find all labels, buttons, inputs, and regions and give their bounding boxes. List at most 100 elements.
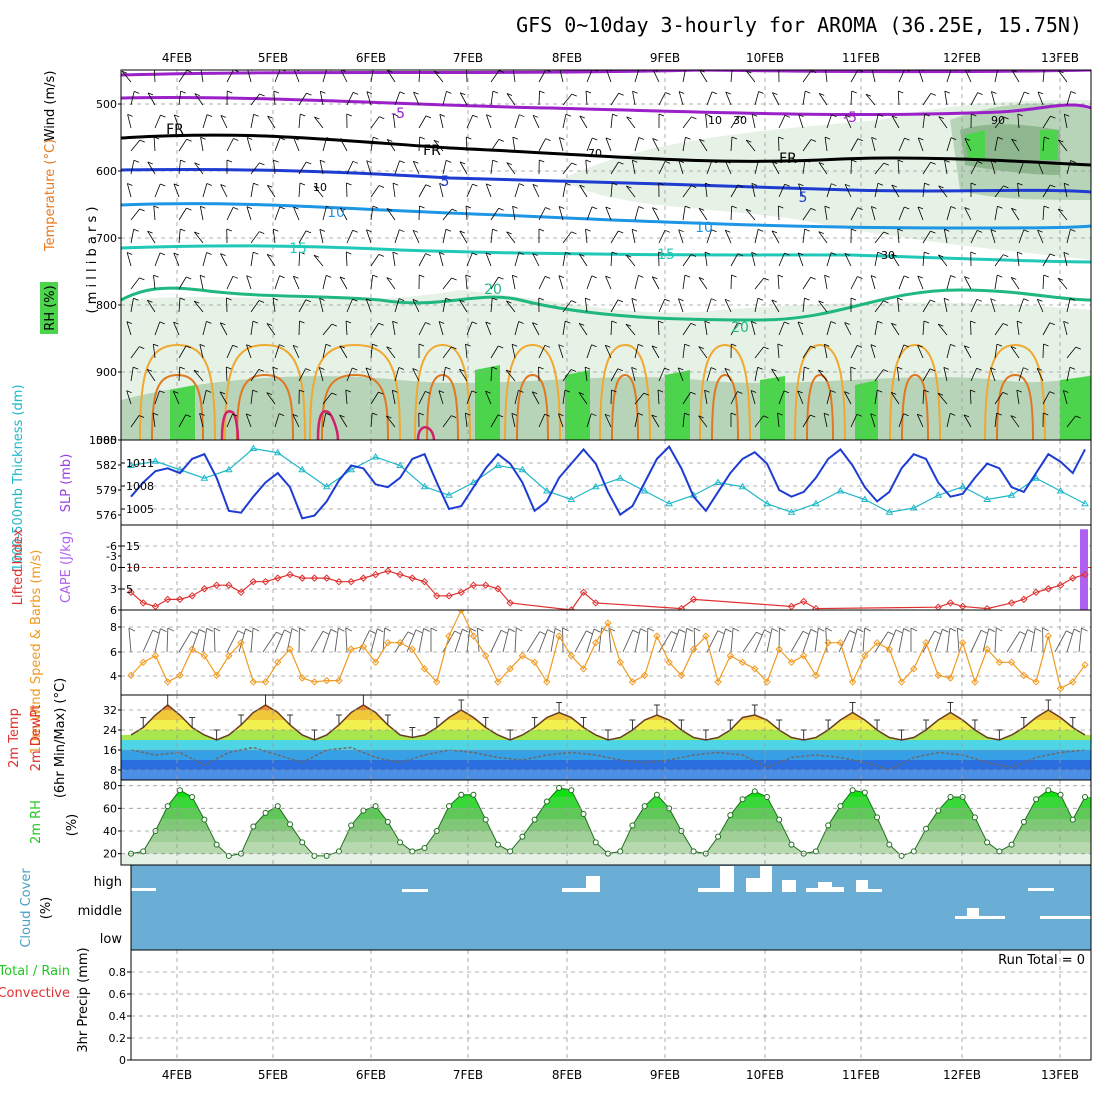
wind-barb-flag xyxy=(539,90,545,94)
wind-barb-flag xyxy=(704,251,711,255)
wind-barb xyxy=(826,114,832,129)
wind-barb xyxy=(178,276,187,290)
wind-barb-flag xyxy=(319,228,325,232)
wind-barb-flag xyxy=(373,136,379,140)
wind-barb xyxy=(490,91,494,106)
wind-barb-flag xyxy=(1075,346,1081,350)
precip-axis-label: 3hr Precip (mm) xyxy=(76,947,91,1052)
wind-barb xyxy=(346,161,354,175)
date-label: 4FEB xyxy=(162,1068,192,1082)
wind-barb-flag xyxy=(997,274,1003,278)
wind-barb xyxy=(202,114,208,129)
date-label: 6FEB xyxy=(356,1068,386,1082)
thickness-marker xyxy=(836,487,845,494)
wind-barb-flag xyxy=(944,90,950,94)
surface-barb-flag xyxy=(477,627,484,632)
rh-label: 30 xyxy=(881,249,895,262)
wind-barb xyxy=(298,92,307,106)
rh-marker xyxy=(446,803,452,810)
wind-barb-flag xyxy=(612,113,618,117)
wind-barb xyxy=(418,184,427,198)
precip-total-label: Total / Rain xyxy=(0,964,70,979)
wind-barb-flag xyxy=(199,413,205,416)
wind-barb xyxy=(578,323,588,336)
surface-barb xyxy=(982,628,990,653)
wind-barb-flag xyxy=(398,367,405,370)
wind-barb-flag xyxy=(938,254,944,258)
wind-barb xyxy=(298,368,306,382)
rh-marker xyxy=(996,848,1003,855)
wind-barb-flag xyxy=(313,254,320,258)
tick-label: 8 xyxy=(110,621,117,634)
wind-barb xyxy=(319,298,324,313)
wind-marker xyxy=(824,638,832,647)
wind-barb-flag xyxy=(690,254,697,257)
wind-barb-flag xyxy=(292,344,299,348)
date-label: 10FEB xyxy=(746,51,784,65)
wind-barb-flag xyxy=(439,252,445,255)
wind-barb xyxy=(896,367,900,382)
wind-barb xyxy=(226,276,234,290)
wind-barb xyxy=(562,162,572,175)
wind-barb xyxy=(1016,252,1020,267)
wind-barb xyxy=(346,230,354,244)
wind-barb-flag xyxy=(459,299,465,303)
wind-barb xyxy=(994,116,1004,129)
wind-barb-flag xyxy=(611,251,618,255)
surface-barb-flag xyxy=(632,629,639,634)
rh-marker xyxy=(543,798,550,805)
wind-barb-flag xyxy=(891,115,898,119)
wind-barb-flag xyxy=(153,136,160,140)
wind-barb-flag xyxy=(1070,160,1076,163)
wind-barb xyxy=(1063,183,1068,198)
wind-barb xyxy=(682,275,686,290)
wind-barb xyxy=(194,162,204,175)
wind-barb xyxy=(751,183,756,198)
wind-barb-flag xyxy=(991,91,997,94)
surface-barb xyxy=(1054,630,1067,653)
surface-barb xyxy=(418,628,425,653)
tick-label: 1011 xyxy=(126,457,154,470)
wind-barb xyxy=(917,275,924,290)
wind-barb xyxy=(891,323,900,336)
surface-barb xyxy=(838,630,850,653)
wind-barb xyxy=(532,115,540,129)
wind-barb xyxy=(246,137,252,152)
surface-barb-flag xyxy=(160,628,167,633)
wind-barb-flag xyxy=(903,344,909,348)
wind-barb xyxy=(1016,390,1020,405)
wind-barb xyxy=(898,206,905,221)
wind-barb xyxy=(202,321,207,336)
wind-barb xyxy=(392,252,396,267)
wind-barb-flag xyxy=(392,182,399,186)
cape-bar xyxy=(1080,529,1088,610)
wind-barb-flag xyxy=(220,253,226,257)
temp-band xyxy=(121,750,1091,760)
wind-barb-flag xyxy=(1010,346,1017,349)
wind-barb-flag xyxy=(678,298,684,302)
rh-grid xyxy=(121,780,1091,865)
wind-barb-flag xyxy=(206,389,212,393)
wind-barb xyxy=(750,390,756,405)
wind-barb-flag xyxy=(544,344,551,348)
wind-barb-flag xyxy=(339,345,345,349)
wind-barb-flag xyxy=(246,413,252,417)
wind-barb xyxy=(531,391,540,405)
surface-barb xyxy=(682,628,688,653)
wind-barb-flag xyxy=(877,389,883,393)
wind-barb xyxy=(339,207,348,221)
temp-band xyxy=(121,760,1091,770)
wind-barb-flag xyxy=(751,113,758,117)
surface-barb-flag xyxy=(245,628,252,633)
wind-barb-flag xyxy=(352,367,358,371)
wind-barb xyxy=(465,206,468,221)
wind-barb-flag xyxy=(352,92,359,95)
surface-barb-flag xyxy=(949,627,957,632)
wind-barb xyxy=(706,91,713,106)
wind-barb-flag xyxy=(273,159,279,163)
rh-marker xyxy=(592,839,599,846)
wind-barb xyxy=(970,299,978,313)
thickness-marker xyxy=(445,491,453,498)
wind-barb xyxy=(370,275,374,290)
thickness-marker xyxy=(420,482,429,490)
